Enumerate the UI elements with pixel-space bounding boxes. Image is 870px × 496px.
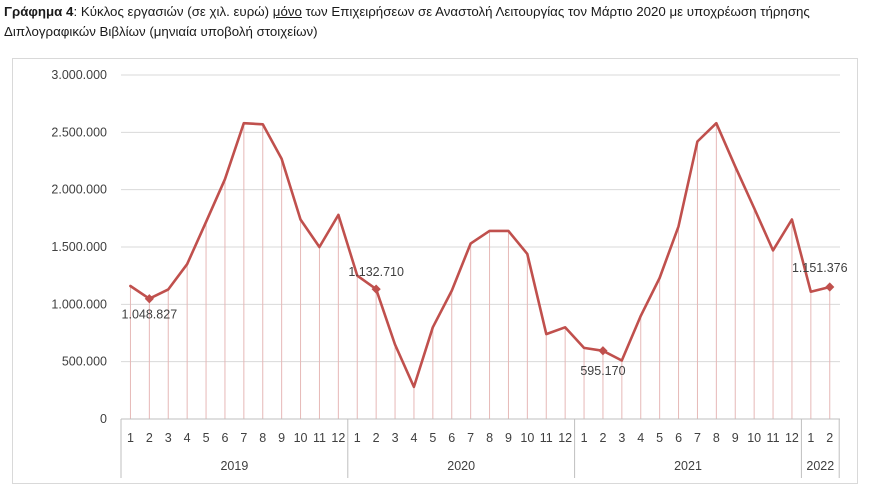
x-tick-label: 12 <box>785 431 799 445</box>
y-tick-label: 2.000.000 <box>51 183 107 197</box>
x-tick-label: 1 <box>581 431 588 445</box>
x-tick-label: 5 <box>203 431 210 445</box>
x-tick-label: 1 <box>807 431 814 445</box>
x-tick-label: 5 <box>429 431 436 445</box>
x-tick-label: 7 <box>240 431 247 445</box>
x-group-label: 2021 <box>674 459 702 473</box>
x-tick-label: 2 <box>146 431 153 445</box>
data-label: 1.151.376 <box>792 261 848 275</box>
x-tick-label: 5 <box>656 431 663 445</box>
x-tick-label: 4 <box>410 431 417 445</box>
y-tick-label: 0 <box>100 412 107 426</box>
data-label: 1.048.827 <box>122 308 178 322</box>
data-marker <box>825 282 835 292</box>
data-label: 595.170 <box>580 364 625 378</box>
x-tick-label: 9 <box>278 431 285 445</box>
x-tick-label: 2 <box>826 431 833 445</box>
x-group-label: 2022 <box>806 459 834 473</box>
x-group-label: 2020 <box>447 459 475 473</box>
x-tick-label: 4 <box>184 431 191 445</box>
x-tick-label: 2 <box>373 431 380 445</box>
x-tick-label: 1 <box>354 431 361 445</box>
x-tick-label: 8 <box>713 431 720 445</box>
x-tick-label: 6 <box>675 431 682 445</box>
x-tick-label: 1 <box>127 431 134 445</box>
grid-lines <box>121 74 840 363</box>
x-tick-label: 10 <box>294 431 308 445</box>
caption-emphasis: μόνο <box>272 4 302 19</box>
x-tick-label: 7 <box>467 431 474 445</box>
x-tick-label: 4 <box>637 431 644 445</box>
x-tick-label: 12 <box>331 431 345 445</box>
y-tick-label: 2.500.000 <box>51 125 107 139</box>
x-tick-label: 10 <box>520 431 534 445</box>
x-tick-label: 8 <box>486 431 493 445</box>
y-axis-tick-labels: 0 500.000 1.000.000 1.500.000 2.000.000 2.500… <box>51 68 107 426</box>
caption-text-1: : Κύκλος εργασιών (σε χιλ. ευρώ) <box>73 4 273 19</box>
y-tick-label: 1.000.000 <box>51 297 107 311</box>
x-tick-label: 3 <box>392 431 399 445</box>
x-tick-label: 10 <box>747 431 761 445</box>
data-label: 1.132.710 <box>348 265 404 279</box>
caption-lead: Γράφημα 4 <box>4 4 74 19</box>
x-tick-label: 11 <box>767 431 780 445</box>
data-labels: 1.048.827 1.132.710 595.170 1.151.376 <box>122 261 848 378</box>
chart-caption: Γράφημα 4: Κύκλος εργασιών (σε χιλ. ευρώ… <box>4 2 864 42</box>
x-tick-label: 6 <box>448 431 455 445</box>
drop-lines <box>129 123 831 419</box>
x-tick-label: 2 <box>599 431 606 445</box>
chart-frame <box>12 58 858 484</box>
x-tick-label: 11 <box>540 431 553 445</box>
data-markers <box>144 282 835 356</box>
y-tick-label: 1.500.000 <box>51 240 107 254</box>
data-marker <box>598 346 608 356</box>
y-tick-label: 500.000 <box>62 355 107 369</box>
y-tick-label: 3.000.000 <box>51 68 107 82</box>
x-tick-label: 8 <box>259 431 266 445</box>
x-tick-label: 7 <box>694 431 701 445</box>
x-tick-label: 11 <box>313 431 326 445</box>
x-axis <box>120 418 840 478</box>
data-marker <box>371 284 381 294</box>
x-tick-label: 3 <box>165 431 172 445</box>
x-tick-label: 6 <box>221 431 228 445</box>
series <box>129 121 832 389</box>
x-tick-label: 9 <box>505 431 512 445</box>
caption-text-2: των Επιχειρήσεων σε Αναστολή Λειτουργίας… <box>4 4 810 39</box>
series-line <box>129 121 832 389</box>
x-tick-label: 9 <box>732 431 739 445</box>
data-marker <box>144 294 154 304</box>
x-tick-label: 12 <box>558 431 572 445</box>
x-group-label: 2019 <box>220 459 248 473</box>
x-tick-label: 3 <box>618 431 625 445</box>
